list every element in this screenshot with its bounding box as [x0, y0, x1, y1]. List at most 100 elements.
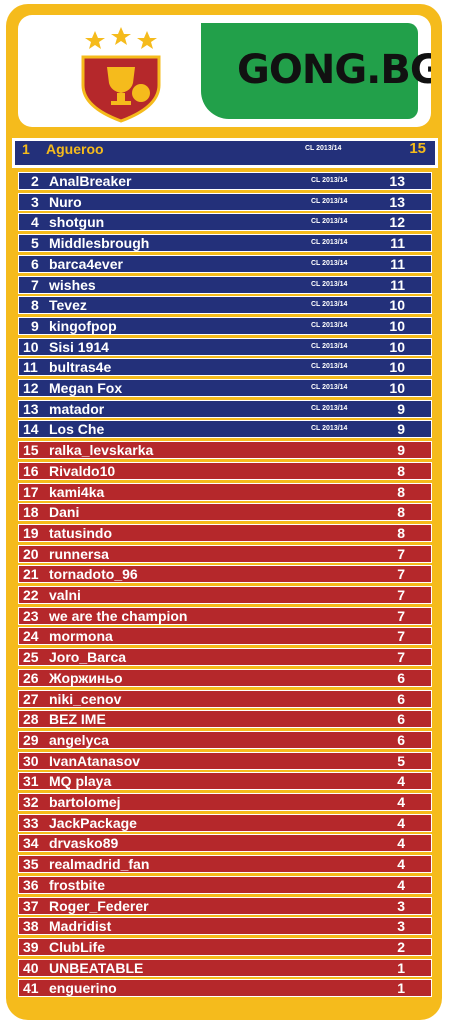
season-cell: CL 2013/14 [311, 280, 348, 288]
points-cell: 11 [390, 235, 405, 252]
name-cell: ClubLife [49, 938, 105, 955]
name-cell: Rivaldo10 [49, 462, 116, 479]
rank-cell: 32 [23, 794, 39, 810]
name-cell: tornadoto_96 [49, 566, 138, 583]
rank-cell: 29 [23, 731, 39, 748]
name-cell: Nuro [49, 193, 82, 210]
rank-cell: 38 [23, 918, 39, 935]
name-cell: bartolomej [49, 794, 121, 810]
name-cell: IvanAtanasov [49, 752, 141, 769]
season-cell: CL 2013/14 [311, 404, 348, 412]
points-cell: 9 [397, 421, 405, 438]
rank-cell: 6 [31, 255, 39, 272]
rank-cell: 31 [23, 773, 39, 790]
rank-cell: 25 [23, 649, 39, 666]
points-cell: 4 [397, 773, 405, 790]
name-cell: Agueroo [46, 141, 104, 157]
rank-cell: 34 [23, 835, 39, 852]
table-row: 7 wishes CL 2013/14 11 [18, 275, 432, 294]
table-row: 11 bultras4e CL 2013/14 10 [18, 358, 432, 377]
season-cell: CL 2013/14 [311, 425, 348, 433]
club-crest-icon [81, 27, 161, 123]
rank-cell: 1 [22, 141, 30, 157]
header-banner: GONG.BG [18, 15, 431, 127]
name-cell: UNBEATABLE [49, 959, 144, 976]
points-cell: 3 [397, 897, 405, 914]
table-row: 9 kingofpop CL 2013/14 10 [18, 316, 432, 335]
name-cell: AnalBreaker [49, 173, 132, 189]
season-cell: CL 2013/14 [311, 321, 348, 329]
table-row: 12 Megan Fox CL 2013/14 10 [18, 379, 432, 397]
name-cell: Los Che [49, 421, 105, 438]
name-cell: realmadrid_fan [49, 856, 150, 873]
table-row: 26 Жоржиньо 6 [18, 668, 432, 687]
season-cell: CL 2013/14 [311, 218, 348, 226]
season-cell: CL 2013/14 [311, 301, 348, 309]
rank-cell: 16 [23, 462, 39, 479]
rank-cell: 8 [31, 297, 39, 314]
name-cell: BEZ IME [49, 711, 106, 728]
table-row: 30 IvanAtanasov 5 [18, 751, 432, 770]
table-row: 41 enguerino 1 [18, 979, 432, 998]
table-row: 18 Dani 8 [18, 503, 432, 522]
rank-cell: 41 [23, 980, 39, 997]
rank-cell: 12 [23, 380, 39, 396]
table-row: 34 drvasko89 4 [18, 834, 432, 853]
name-cell: wishes [49, 276, 96, 293]
name-cell: Sisi 1914 [49, 338, 109, 355]
points-cell: 7 [397, 587, 405, 603]
points-cell: 7 [397, 628, 405, 645]
table-row: 21 tornadoto_96 7 [18, 565, 432, 584]
points-cell: 4 [397, 856, 405, 873]
name-cell: Roger_Federer [49, 897, 149, 914]
table-row: 6 barca4ever CL 2013/14 11 [18, 254, 432, 273]
name-cell: mormona [49, 628, 113, 645]
rank-cell: 10 [23, 338, 39, 355]
table-row: 32 bartolomej 4 [18, 793, 432, 811]
name-cell: runnersa [49, 545, 109, 562]
table-row: 31 MQ playa 4 [18, 772, 432, 791]
name-cell: bultras4e [49, 359, 112, 376]
name-cell: we are the champion [49, 607, 188, 624]
gong-logo-panel: GONG.BG [201, 23, 431, 119]
rank-cell: 13 [23, 400, 39, 417]
name-cell: Joro_Barca [49, 649, 127, 666]
season-cell: CL 2013/14 [311, 384, 348, 391]
table-row: 23 we are the champion 7 [18, 606, 432, 625]
table-row: 16 Rivaldo10 8 [18, 461, 432, 480]
name-cell: Tevez [49, 297, 87, 314]
points-cell: 8 [397, 462, 405, 479]
table-row: 13 matador CL 2013/14 9 [18, 399, 432, 418]
table-row: 19 tatusindo 8 [18, 523, 432, 542]
points-cell: 4 [397, 814, 405, 831]
season-cell: CL 2013/14 [311, 197, 348, 205]
points-cell: 5 [397, 752, 405, 769]
name-cell: kami4ka [49, 483, 105, 500]
name-cell: angelyca [49, 731, 109, 748]
rank-cell: 15 [23, 442, 39, 459]
rank-cell: 19 [23, 524, 39, 541]
table-row: 40 UNBEATABLE 1 [18, 958, 432, 977]
points-cell: 6 [397, 731, 405, 748]
rank-cell: 18 [23, 504, 39, 521]
season-cell: CL 2013/14 [311, 342, 348, 350]
rank-cell: 39 [23, 938, 39, 955]
rank-cell: 36 [23, 876, 39, 893]
rank-cell: 24 [23, 628, 39, 645]
points-cell: 7 [397, 566, 405, 583]
table-row: 33 JackPackage 4 [18, 813, 432, 832]
rank-cell: 33 [23, 814, 39, 831]
points-cell: 1 [397, 980, 405, 997]
table-row: 22 valni 7 [18, 586, 432, 604]
points-cell: 1 [397, 959, 405, 976]
table-row: 5 Middlesbrough CL 2013/14 11 [18, 234, 432, 253]
rank-cell: 37 [23, 897, 39, 914]
points-cell: 9 [397, 400, 405, 417]
rank-cell: 9 [31, 317, 39, 334]
table-row: 2 AnalBreaker CL 2013/14 13 [18, 172, 432, 190]
table-row: 36 frostbite 4 [18, 875, 432, 894]
points-cell: 10 [389, 359, 405, 376]
name-cell: Dani [49, 504, 80, 521]
points-cell: 15 [409, 140, 426, 157]
points-cell: 6 [397, 711, 405, 728]
